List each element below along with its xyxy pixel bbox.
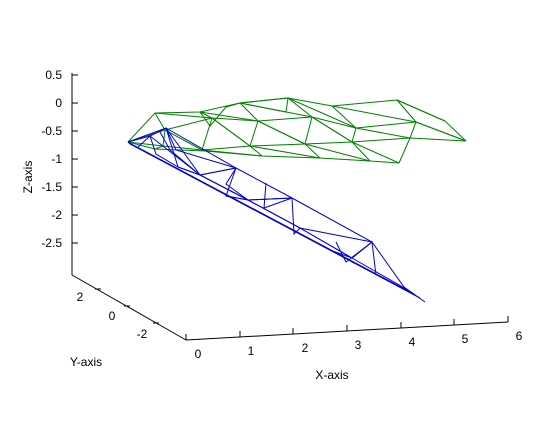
- green-mesh-line: [396, 99, 446, 122]
- z-tick-label: -1.5: [41, 180, 62, 194]
- green-mesh-line: [154, 112, 166, 150]
- z-tick-label: -2.5: [41, 236, 62, 250]
- x-tick-label: 5: [462, 332, 469, 346]
- x-tick-labels: 0 1 2 3 4 5 6: [195, 329, 523, 361]
- green-mesh-line: [199, 106, 227, 127]
- blue-mesh-line: [291, 197, 301, 236]
- blue-mesh-line: [127, 135, 409, 291]
- blue-mesh-line: [165, 127, 237, 169]
- x-tick-label: 0: [195, 347, 202, 361]
- blue-mesh-line: [127, 141, 415, 295]
- y-tick-label: 0: [109, 309, 116, 323]
- green-mesh-line: [127, 137, 467, 151]
- y-tick-labels: 2 0 -2: [77, 290, 148, 341]
- y-tick-label: 2: [77, 290, 84, 304]
- green-mesh-line: [287, 97, 411, 139]
- z-tick-label: -0.5: [41, 124, 62, 138]
- z-tick-labels: 0.5 0 -0.5 -1 -1.5 -2 -2.5: [41, 68, 62, 250]
- x-tick-label: 6: [516, 329, 523, 343]
- x-ticks: [185, 316, 509, 340]
- z-tick-label: -1: [51, 152, 62, 166]
- y-ticks: [95, 288, 159, 324]
- green-mesh-line: [164, 129, 263, 157]
- x-axis-label: X-axis: [315, 368, 348, 382]
- series-green-wireframe: [127, 97, 467, 164]
- green-mesh-line: [396, 99, 417, 164]
- blue-mesh-line: [247, 199, 373, 243]
- y-axis-line: [71, 274, 187, 341]
- green-mesh-line: [225, 97, 289, 113]
- x-tick-label: 4: [409, 335, 416, 349]
- z-tick-label: 0.5: [45, 68, 62, 82]
- blue-mesh-line: [225, 167, 249, 201]
- green-mesh-line: [211, 117, 321, 159]
- series-blue-wireframe: [127, 127, 426, 303]
- blue-mesh-line: [263, 182, 293, 209]
- z-ticks: [72, 74, 78, 244]
- z-tick-label: -2: [51, 208, 62, 222]
- x-tick-label: 2: [302, 341, 309, 355]
- blue-mesh-line: [149, 135, 179, 168]
- y-axis-label: Y-axis: [70, 355, 102, 369]
- y-tick-label: -2: [137, 327, 148, 341]
- green-mesh-line: [331, 105, 371, 162]
- z-tick-label: 0: [55, 96, 62, 110]
- blue-mesh-line: [335, 241, 373, 263]
- green-mesh-line: [127, 116, 467, 143]
- x-tick-label: 3: [355, 338, 362, 352]
- green-mesh-line: [331, 105, 467, 142]
- x-tick-label: 1: [248, 344, 255, 358]
- blue-mesh-line: [329, 241, 373, 259]
- green-mesh-line: [311, 116, 400, 164]
- green-mesh-line: [287, 97, 321, 159]
- blue-mesh-line: [225, 167, 249, 201]
- blue-mesh-line: [159, 131, 201, 176]
- green-mesh-line: [257, 120, 371, 162]
- green-mesh-line: [239, 102, 263, 157]
- z-axis-label: Z-axis: [21, 161, 35, 194]
